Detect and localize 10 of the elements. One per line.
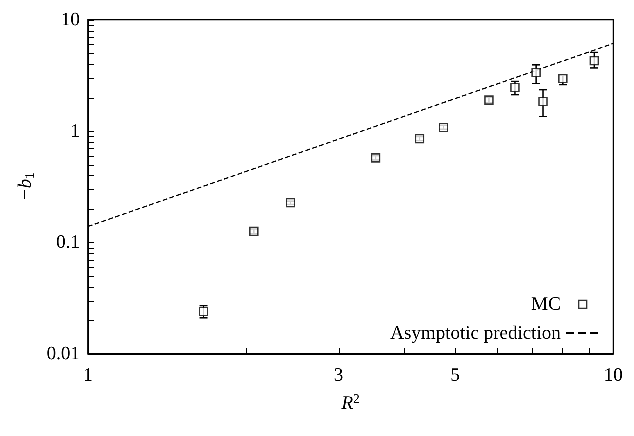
legend-label: MC: [531, 294, 561, 315]
y-tick-label: 0.1: [56, 232, 80, 254]
legend-label: Asymptotic prediction: [390, 323, 562, 344]
x-tick-label: 5: [450, 365, 460, 386]
x-tick-label: 10: [604, 365, 623, 386]
y-axis-title: −b1: [15, 172, 37, 202]
x-tick-label: 3: [334, 365, 344, 386]
y-tick-label: 10: [61, 10, 80, 30]
y-tick-label: 1: [70, 120, 80, 142]
y-tick-label: 0.01: [46, 344, 80, 364]
